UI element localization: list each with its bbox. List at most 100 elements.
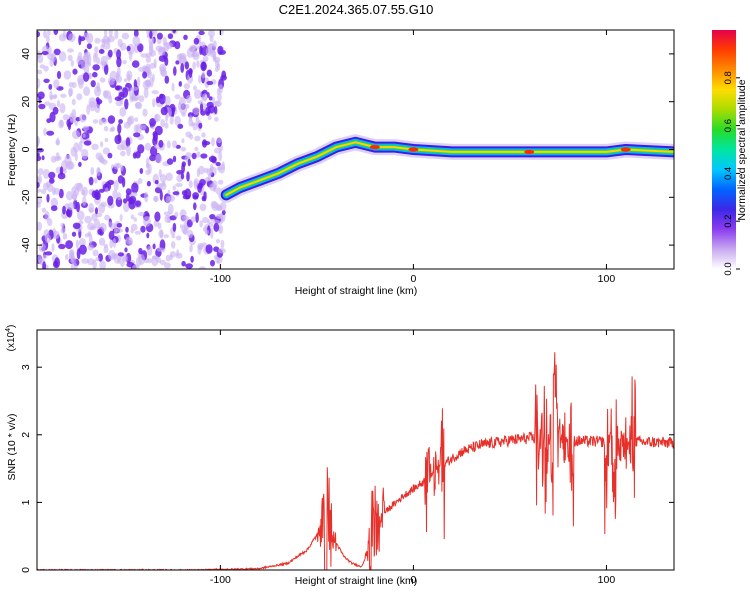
noise-blob — [54, 257, 60, 269]
noise-blob — [130, 86, 139, 91]
noise-blob — [212, 219, 220, 224]
noise-blob — [180, 63, 185, 73]
noise-blob — [92, 119, 99, 124]
noise-blob — [152, 98, 156, 108]
spectrogram-x-ticks: -100 0 100 — [210, 30, 615, 285]
noise-blob — [164, 214, 171, 223]
noise-blob — [102, 90, 109, 98]
noise-blob — [148, 36, 155, 45]
noise-blob — [202, 89, 208, 95]
noise-blob — [199, 45, 203, 56]
noise-blob — [199, 203, 207, 212]
noise-blob — [205, 106, 211, 115]
noise-blob — [126, 145, 131, 157]
noise-blob — [160, 119, 166, 128]
noise-blob — [142, 108, 148, 117]
noise-blob — [37, 69, 43, 75]
noise-blob — [181, 138, 185, 144]
noise-blob — [120, 260, 125, 268]
noise-blob — [153, 220, 159, 228]
noise-blob — [83, 72, 90, 82]
noise-blob — [96, 57, 100, 65]
noise-blob — [158, 47, 166, 56]
noise-blob — [124, 247, 128, 253]
noise-blob — [86, 43, 92, 50]
noise-blob — [56, 137, 60, 146]
noise-blob — [165, 42, 173, 49]
noise-blob — [164, 75, 170, 84]
noise-blob — [63, 70, 72, 80]
noise-blob — [195, 212, 199, 223]
noise-blob — [201, 71, 206, 79]
snr-multiplier: (x104) — [5, 325, 17, 352]
noise-blob — [194, 135, 201, 142]
noise-blob — [77, 210, 85, 221]
noise-blob — [99, 141, 104, 148]
noise-blob — [137, 144, 145, 154]
noise-blob — [146, 232, 150, 239]
noise-blob — [142, 71, 148, 79]
noise-blob — [174, 211, 179, 218]
noise-blob — [108, 230, 115, 240]
noise-blob — [158, 229, 164, 238]
noise-blob — [67, 54, 73, 62]
noise-blob — [98, 203, 106, 214]
noise-blob — [217, 45, 224, 56]
noise-blob — [210, 259, 215, 267]
noise-blob — [44, 251, 53, 256]
snr-multiplier-exponent: 4 — [5, 328, 12, 332]
noise-blob — [138, 95, 145, 102]
noise-blob — [206, 168, 213, 176]
noise-blob — [75, 239, 79, 250]
noise-blob — [122, 198, 128, 204]
noise-blob — [84, 51, 91, 58]
noise-blob — [37, 221, 42, 231]
noise-blob — [65, 240, 73, 250]
noise-blob — [105, 187, 109, 193]
y-tick-label: -40 — [20, 237, 32, 252]
noise-blob — [99, 157, 106, 164]
noise-blob — [187, 158, 191, 167]
noise-blob — [70, 147, 77, 157]
noise-blob — [72, 130, 80, 140]
colorbar-tick-label: 0.8 — [723, 71, 734, 84]
noise-blob — [98, 188, 105, 193]
noise-blob — [218, 30, 224, 36]
noise-blob — [154, 211, 161, 222]
noise-blob — [151, 90, 159, 95]
noise-blob — [174, 94, 181, 100]
noise-blob — [179, 105, 188, 115]
noise-blob — [48, 171, 56, 179]
noise-blob — [172, 155, 177, 163]
snr-y-label: SNR (10 * v/v) — [6, 413, 18, 480]
noise-blob — [108, 250, 116, 261]
noise-blob — [94, 52, 99, 59]
noise-blob — [165, 172, 173, 182]
noise-blob — [78, 161, 82, 167]
noise-blob — [124, 78, 127, 83]
spectral-ridge — [218, 134, 674, 203]
noise-blob — [185, 263, 194, 269]
noise-blob — [151, 73, 155, 83]
ridge-peak — [620, 147, 631, 152]
noise-blob — [76, 55, 83, 65]
noise-blob — [214, 100, 222, 107]
noise-blob — [68, 81, 74, 88]
noise-blob — [77, 78, 84, 89]
noise-blob — [116, 223, 123, 228]
noise-blob — [201, 195, 206, 202]
noise-blob — [114, 30, 119, 40]
noise-blob — [149, 30, 153, 39]
noise-blob — [112, 189, 118, 199]
noise-blob — [160, 106, 168, 116]
noise-blob — [183, 34, 188, 40]
noise-blob — [172, 185, 176, 191]
noise-blob — [199, 178, 206, 186]
noise-blob — [214, 66, 219, 73]
noise-blob — [65, 191, 74, 201]
noise-blob — [135, 151, 141, 159]
noise-blob — [172, 140, 178, 149]
noise-blob — [181, 190, 188, 196]
noise-blob — [37, 174, 43, 184]
noise-blob — [104, 214, 110, 221]
